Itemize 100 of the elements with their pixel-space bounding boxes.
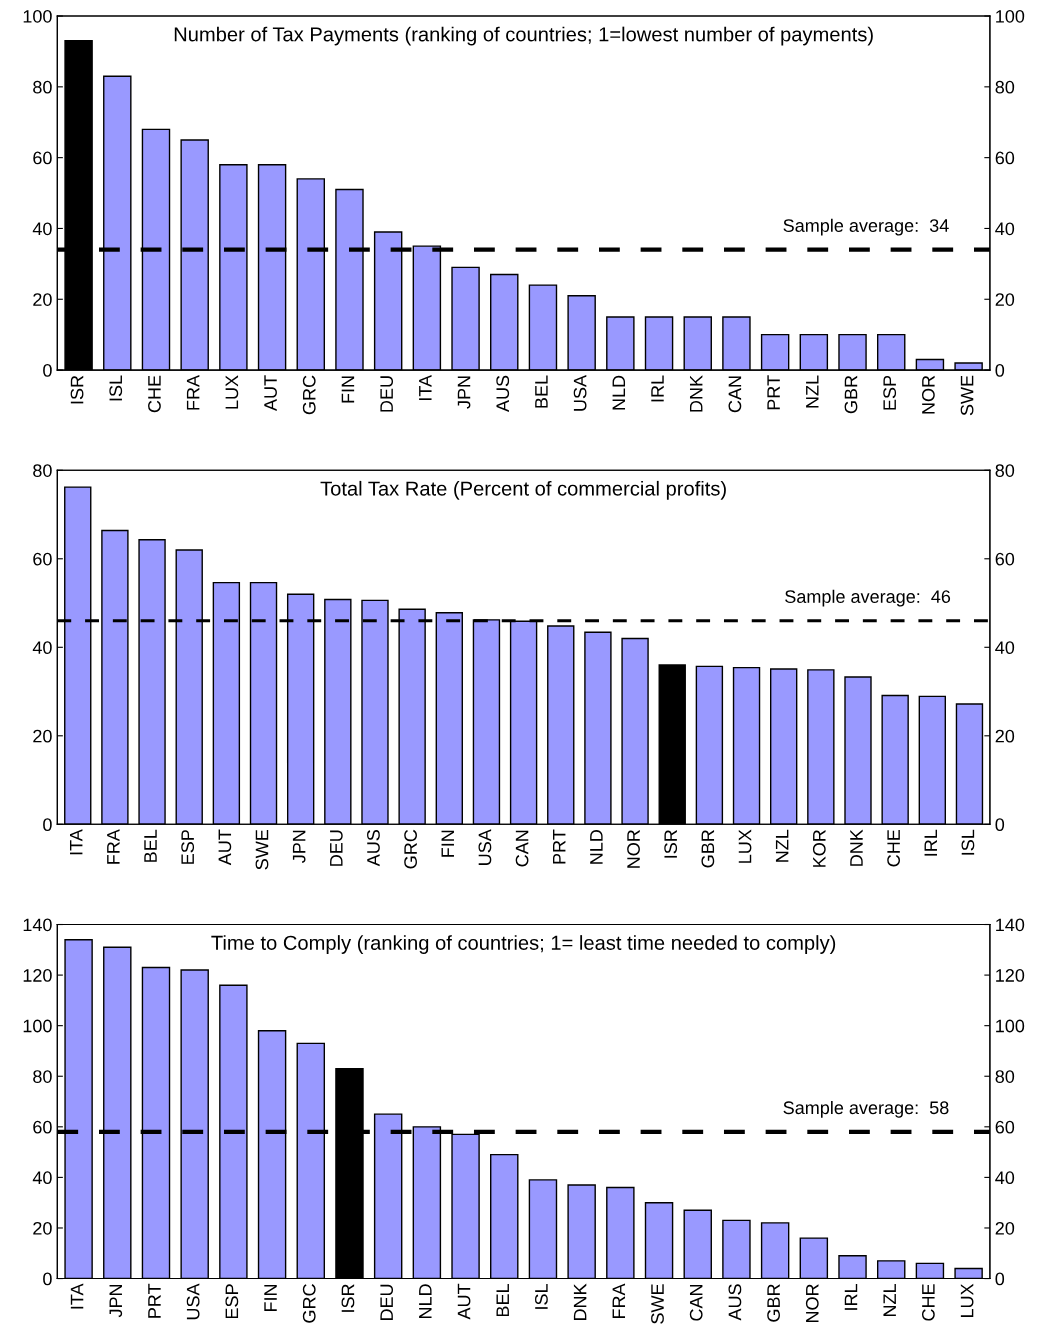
x-tick-label: GRC (302, 375, 316, 415)
y2-tick-label: 20 (995, 729, 1015, 743)
y2-tick-label: 60 (995, 1120, 1015, 1134)
x-tick-label: ISR (664, 830, 678, 858)
x-tick-label: LUX (738, 829, 752, 863)
x-tick-label: NLD (612, 375, 626, 410)
x-tick-label: ISL (961, 829, 975, 855)
x-tick-label: KOR (812, 830, 826, 867)
x-tick-label: JPN (292, 830, 306, 863)
y2-tick-label: 80 (995, 1070, 1015, 1083)
x-tick-label: IRL (844, 1284, 858, 1310)
x-tick-label: IRL (651, 375, 664, 402)
x-tick-label: FIN (341, 376, 355, 403)
y-tick-label: 80 (33, 1070, 52, 1083)
chart-title: Total Tax Rate (Percent of commercial profits) (320, 480, 726, 500)
x-tick-label: FRA (107, 829, 120, 864)
x-tick-label: LUX (960, 1283, 974, 1318)
x-tick-label: BEL (535, 375, 548, 408)
y2-tick-label: 100 (996, 9, 1025, 23)
y-tick-label: 100 (23, 9, 52, 23)
y-tick-label: 120 (23, 969, 52, 982)
x-tick-label: ITA (419, 374, 432, 401)
x-tick-label: SWE (960, 375, 974, 416)
x-tick-label: USA (478, 829, 492, 865)
y-tick-label: 60 (33, 552, 52, 566)
x-tick-label: SWE (651, 1284, 664, 1324)
x-tick-label: CHE (887, 829, 900, 867)
x-tick-label: DEU (380, 1284, 394, 1321)
y2-tick-label: 80 (995, 80, 1015, 94)
x-tick-label: PRT (148, 1283, 161, 1318)
x-tick-label: DNK (689, 375, 703, 412)
y-tick-label: 100 (23, 1019, 52, 1033)
x-tick-label: ISR (70, 375, 84, 404)
y-tick-label: 40 (32, 1171, 52, 1185)
y-tick-label: 20 (33, 1221, 52, 1235)
x-tick-label: ESP (225, 1284, 239, 1319)
x-tick-label: AUT (264, 375, 277, 412)
y2-tick-label: 80 (995, 464, 1015, 477)
y2-tick-label: 40 (995, 222, 1015, 236)
x-tick-label: FIN (441, 830, 454, 857)
x-tick-label: CAN (728, 376, 742, 413)
x-tick-label: JPN (109, 1284, 123, 1318)
x-tick-label: PRT (767, 375, 780, 410)
y2-tick-label: 20 (995, 1221, 1015, 1235)
x-tick-label: ISR (341, 1284, 355, 1312)
x-tick-label: AUS (728, 1284, 742, 1321)
x-tick-label: NLD (590, 830, 603, 864)
x-tick-label: NLD (419, 1284, 432, 1319)
x-tick-label: AUS (496, 375, 510, 413)
x-tick-label: USA (573, 374, 587, 411)
y-tick-label: 40 (32, 222, 52, 236)
x-tick-label: BEL (496, 1284, 509, 1317)
x-tick-label: GBR (701, 830, 715, 868)
y2-tick-label: 40 (995, 641, 1015, 655)
y-tick-label: 60 (33, 1120, 52, 1134)
x-tick-label: ITA (69, 829, 83, 855)
y-tick-label: 0 (43, 1272, 52, 1286)
y-tick-label: 0 (43, 818, 52, 832)
y-tick-label: 60 (33, 151, 52, 165)
y2-tick-label: 0 (995, 364, 1005, 377)
x-tick-label: LUX (225, 375, 239, 409)
x-tick-label: CHE (921, 1284, 935, 1321)
y2-tick-label: 60 (995, 552, 1015, 566)
x-tick-label: USA (186, 1283, 200, 1320)
x-tick-label: NZL (806, 375, 819, 408)
x-tick-label: DEU (330, 830, 343, 866)
chart-title: Number of Tax Payments (ranking of countries; 1=lowest number of payments) (174, 26, 873, 46)
x-tick-label: NOR (627, 830, 640, 868)
y-tick-label: 40 (32, 641, 52, 655)
x-tick-label: FIN (264, 1284, 277, 1312)
x-tick-label: NOR (805, 1284, 819, 1323)
x-tick-label: CHE (148, 375, 161, 413)
y2-tick-label: 0 (995, 818, 1005, 832)
y2-tick-label: 100 (996, 1019, 1025, 1033)
x-tick-label: DNK (850, 829, 863, 866)
x-tick-label: PRT (553, 829, 566, 864)
x-tick-label: NOR (921, 375, 935, 414)
x-tick-label: GBR (767, 1284, 780, 1322)
x-tick-label: NZL (775, 829, 789, 862)
y-tick-label: 20 (33, 729, 52, 743)
y2-tick-label: 60 (995, 151, 1015, 165)
x-tick-label: ISL (109, 375, 123, 401)
y-tick-label: 80 (33, 80, 52, 94)
x-tick-label: IRL (924, 829, 937, 856)
x-tick-label: CAN (515, 830, 529, 867)
x-tick-label: GRC (404, 829, 417, 869)
x-tick-label: SWE (255, 829, 269, 870)
x-tick-label: CAN (689, 1284, 703, 1321)
x-tick-label: ESP (883, 375, 897, 410)
ref-line-label: Sample average: 34 (783, 218, 949, 236)
chart-title: Time to Comply (ranking of countries; 1= least time needed to comply) (211, 935, 836, 954)
y2-tick-label: 140 (996, 918, 1025, 932)
x-tick-label: ISL (535, 1284, 548, 1309)
x-tick-label: NZL (883, 1284, 896, 1317)
ref-line-label: Sample average: 58 (783, 1100, 949, 1118)
y2-tick-label: 40 (995, 1171, 1015, 1185)
x-tick-label: ITA (70, 1283, 84, 1309)
x-tick-label: AUT (218, 829, 232, 866)
ref-line-label: Sample average: 46 (785, 589, 951, 607)
x-tick-label: DNK (573, 1283, 587, 1321)
